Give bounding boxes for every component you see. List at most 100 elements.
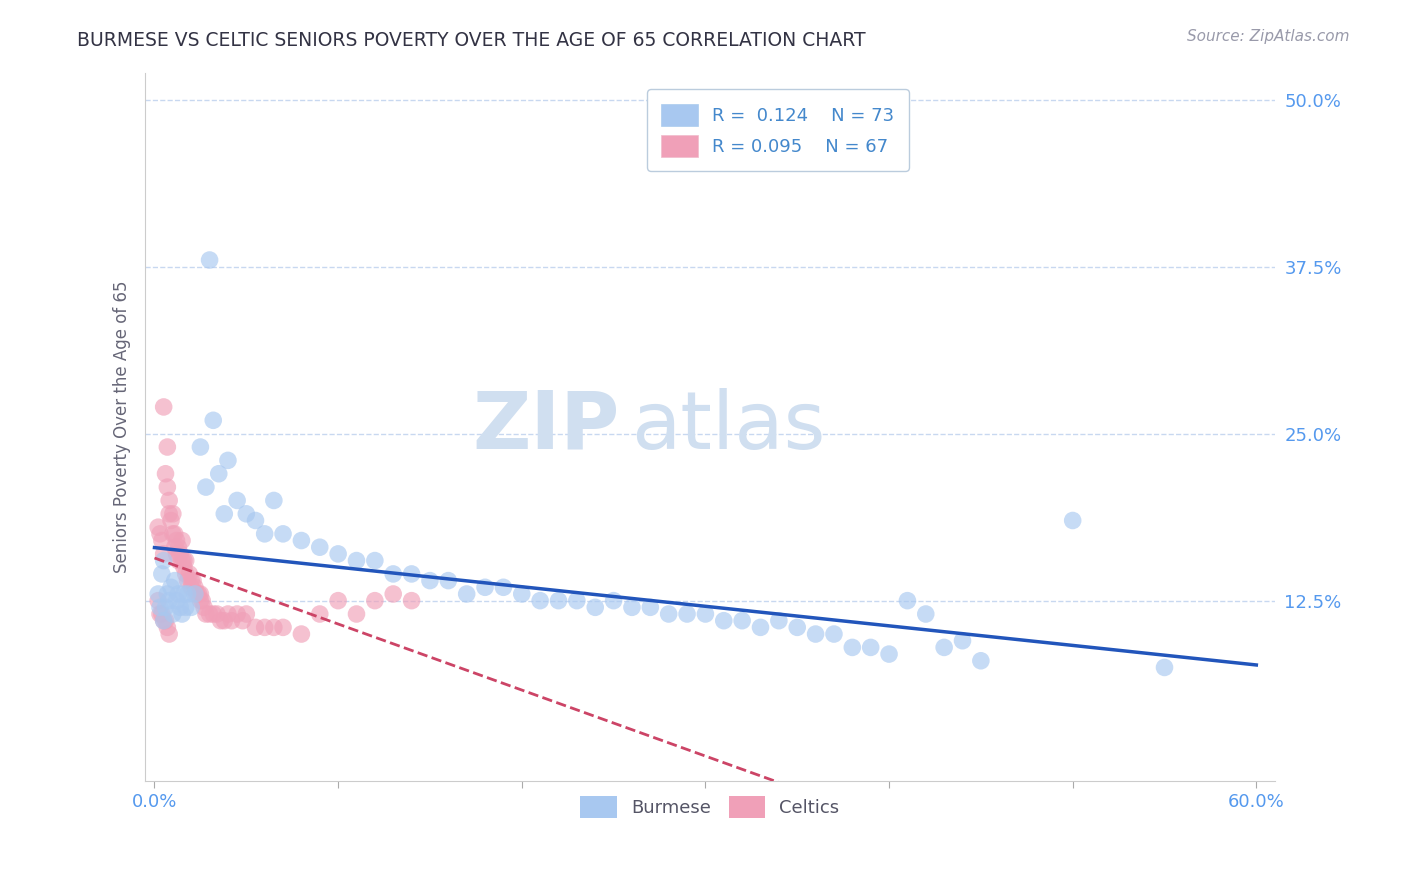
Point [152,614,174,628]
Point [194,480,217,494]
Point [290,533,312,548]
Point [181,574,204,588]
Point [186,587,208,601]
Point [163,540,186,554]
Point [170,553,193,567]
Point [150,533,173,548]
Point [896,593,918,607]
Point [152,614,174,628]
Point [167,587,190,601]
Point [166,533,188,548]
Text: BURMESE VS CELTIC SENIORS POVERTY OVER THE AGE OF 65 CORRELATION CHART: BURMESE VS CELTIC SENIORS POVERTY OVER T… [77,31,866,50]
Point [676,607,699,621]
Point [173,587,195,601]
Point [364,593,387,607]
Point [152,400,174,414]
Point [157,593,180,607]
Point [202,413,225,427]
Point [346,553,368,567]
Point [190,440,212,454]
Point [877,647,900,661]
Point [474,580,496,594]
Point [162,507,184,521]
Point [235,507,257,521]
Point [152,553,174,567]
Point [768,614,790,628]
Point [217,453,239,467]
Point [245,620,267,634]
Point [174,553,197,567]
Point [173,560,195,574]
Point [419,574,441,588]
Point [308,540,330,554]
Point [271,526,294,541]
Point [157,507,180,521]
Point [155,614,177,628]
Point [346,607,368,621]
Point [326,547,349,561]
Point [401,593,423,607]
Point [169,600,191,615]
Point [547,593,569,607]
Legend: Burmese, Celtics: Burmese, Celtics [574,789,846,825]
Point [731,614,754,628]
Point [156,480,179,494]
Text: atlas: atlas [631,388,825,466]
Point [209,614,232,628]
Point [162,607,184,621]
Point [166,593,188,607]
Point [263,620,285,634]
Point [382,587,405,601]
Point [193,600,215,615]
Point [583,600,606,615]
Point [232,614,254,628]
Point [156,587,179,601]
Point [565,593,588,607]
Point [184,587,207,601]
Point [529,593,551,607]
Point [214,614,236,628]
Point [198,252,221,267]
Point [620,600,643,615]
Point [263,493,285,508]
Point [160,580,183,594]
Point [382,566,405,581]
Point [326,593,349,607]
Point [214,507,236,521]
Point [823,627,845,641]
Point [146,593,169,607]
Point [308,607,330,621]
Point [786,620,808,634]
Point [602,593,624,607]
Point [149,600,172,615]
Point [456,587,478,601]
Text: Source: ZipAtlas.com: Source: ZipAtlas.com [1187,29,1350,44]
Point [173,553,195,567]
Point [640,600,662,615]
Point [156,620,179,634]
Point [146,520,169,534]
Point [749,620,772,634]
Point [401,566,423,581]
Point [202,607,225,621]
Point [271,620,294,634]
Point [179,566,201,581]
Point [180,574,202,588]
Point [157,627,180,641]
Point [146,587,169,601]
Point [167,553,190,567]
Point [156,440,179,454]
Point [253,526,276,541]
Point [174,566,197,581]
Point [180,600,202,615]
Point [190,587,212,601]
Point [970,654,993,668]
Point [170,533,193,548]
Point [290,627,312,641]
Point [176,574,198,588]
Point [235,607,257,621]
Point [180,580,202,594]
Point [253,620,276,634]
Point [176,587,198,601]
Point [167,540,190,554]
